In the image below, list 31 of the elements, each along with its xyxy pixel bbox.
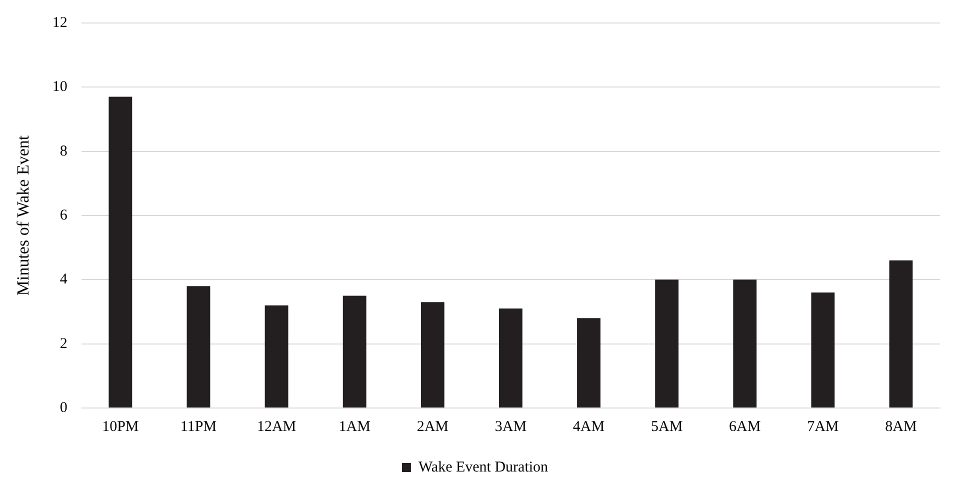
x-tick-label: 10PM — [102, 418, 139, 435]
x-tick-label: 3AM — [494, 418, 527, 435]
y-axis-title: Minutes of Wake Event — [14, 135, 33, 296]
bar — [889, 260, 913, 408]
x-tick-label: 2AM — [416, 418, 448, 435]
bar — [498, 308, 522, 408]
legend-label: Wake Event Duration — [418, 459, 549, 476]
y-tick-label: 12 — [52, 14, 68, 31]
bar — [342, 296, 366, 408]
bar — [655, 280, 679, 408]
x-tick-label: 5AM — [650, 418, 683, 435]
y-tick-label: 2 — [60, 336, 68, 352]
x-tick-label: 1AM — [338, 418, 370, 435]
bar — [420, 302, 444, 408]
bar — [811, 292, 835, 408]
bar — [186, 286, 210, 408]
y-tick-label: 4 — [60, 272, 68, 288]
y-tick-label: 6 — [60, 207, 68, 224]
x-tick-label: 8AM — [885, 418, 917, 435]
y-tick-label: 10 — [52, 79, 68, 96]
bar — [577, 318, 600, 408]
x-tick-label: 4AM — [572, 418, 605, 435]
bar — [264, 305, 288, 408]
x-tick-label: 11PM — [180, 418, 217, 435]
y-tick-label: 0 — [60, 400, 68, 416]
x-tick-label: 6AM — [729, 418, 761, 435]
x-tick-label: 12AM — [256, 418, 296, 435]
bar — [108, 96, 132, 408]
x-tick-label: 7AM — [807, 418, 839, 435]
y-tick-label: 8 — [60, 143, 68, 160]
bar — [733, 280, 757, 408]
